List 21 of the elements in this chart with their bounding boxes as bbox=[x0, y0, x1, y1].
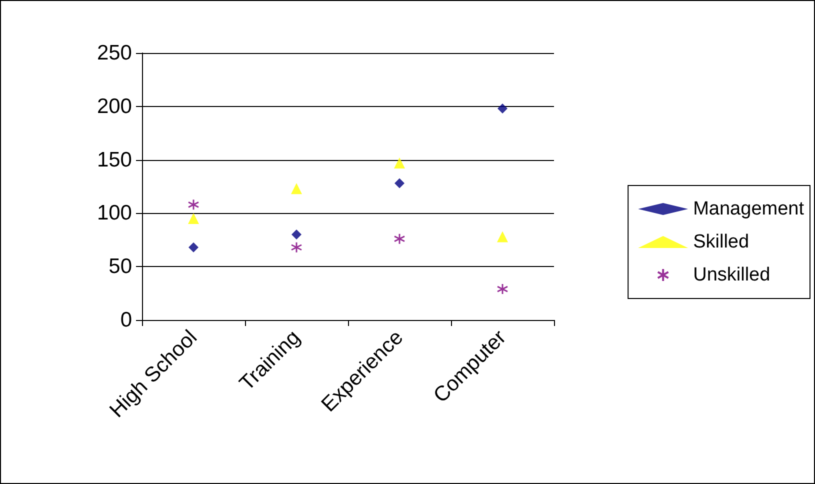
y-tick-label: 150 bbox=[96, 148, 132, 172]
legend-label: Skilled bbox=[693, 232, 750, 252]
point bbox=[188, 242, 198, 252]
y-tick-label: 100 bbox=[96, 202, 132, 225]
point bbox=[394, 178, 404, 188]
point bbox=[188, 213, 199, 224]
point bbox=[497, 231, 508, 242]
y-tick-label: 200 bbox=[96, 94, 132, 118]
y-tick-label: 50 bbox=[108, 255, 132, 278]
point bbox=[394, 158, 405, 169]
point bbox=[496, 283, 508, 295]
y-tick-label: 250 bbox=[96, 42, 132, 64]
point bbox=[498, 104, 508, 114]
legend-label: Unskilled bbox=[693, 264, 770, 286]
point bbox=[188, 198, 200, 210]
point bbox=[394, 233, 406, 245]
legend-label: Management bbox=[693, 198, 805, 220]
point bbox=[290, 242, 302, 254]
y-tick-label: 0 bbox=[120, 308, 132, 332]
point bbox=[292, 230, 302, 240]
point bbox=[291, 183, 302, 194]
